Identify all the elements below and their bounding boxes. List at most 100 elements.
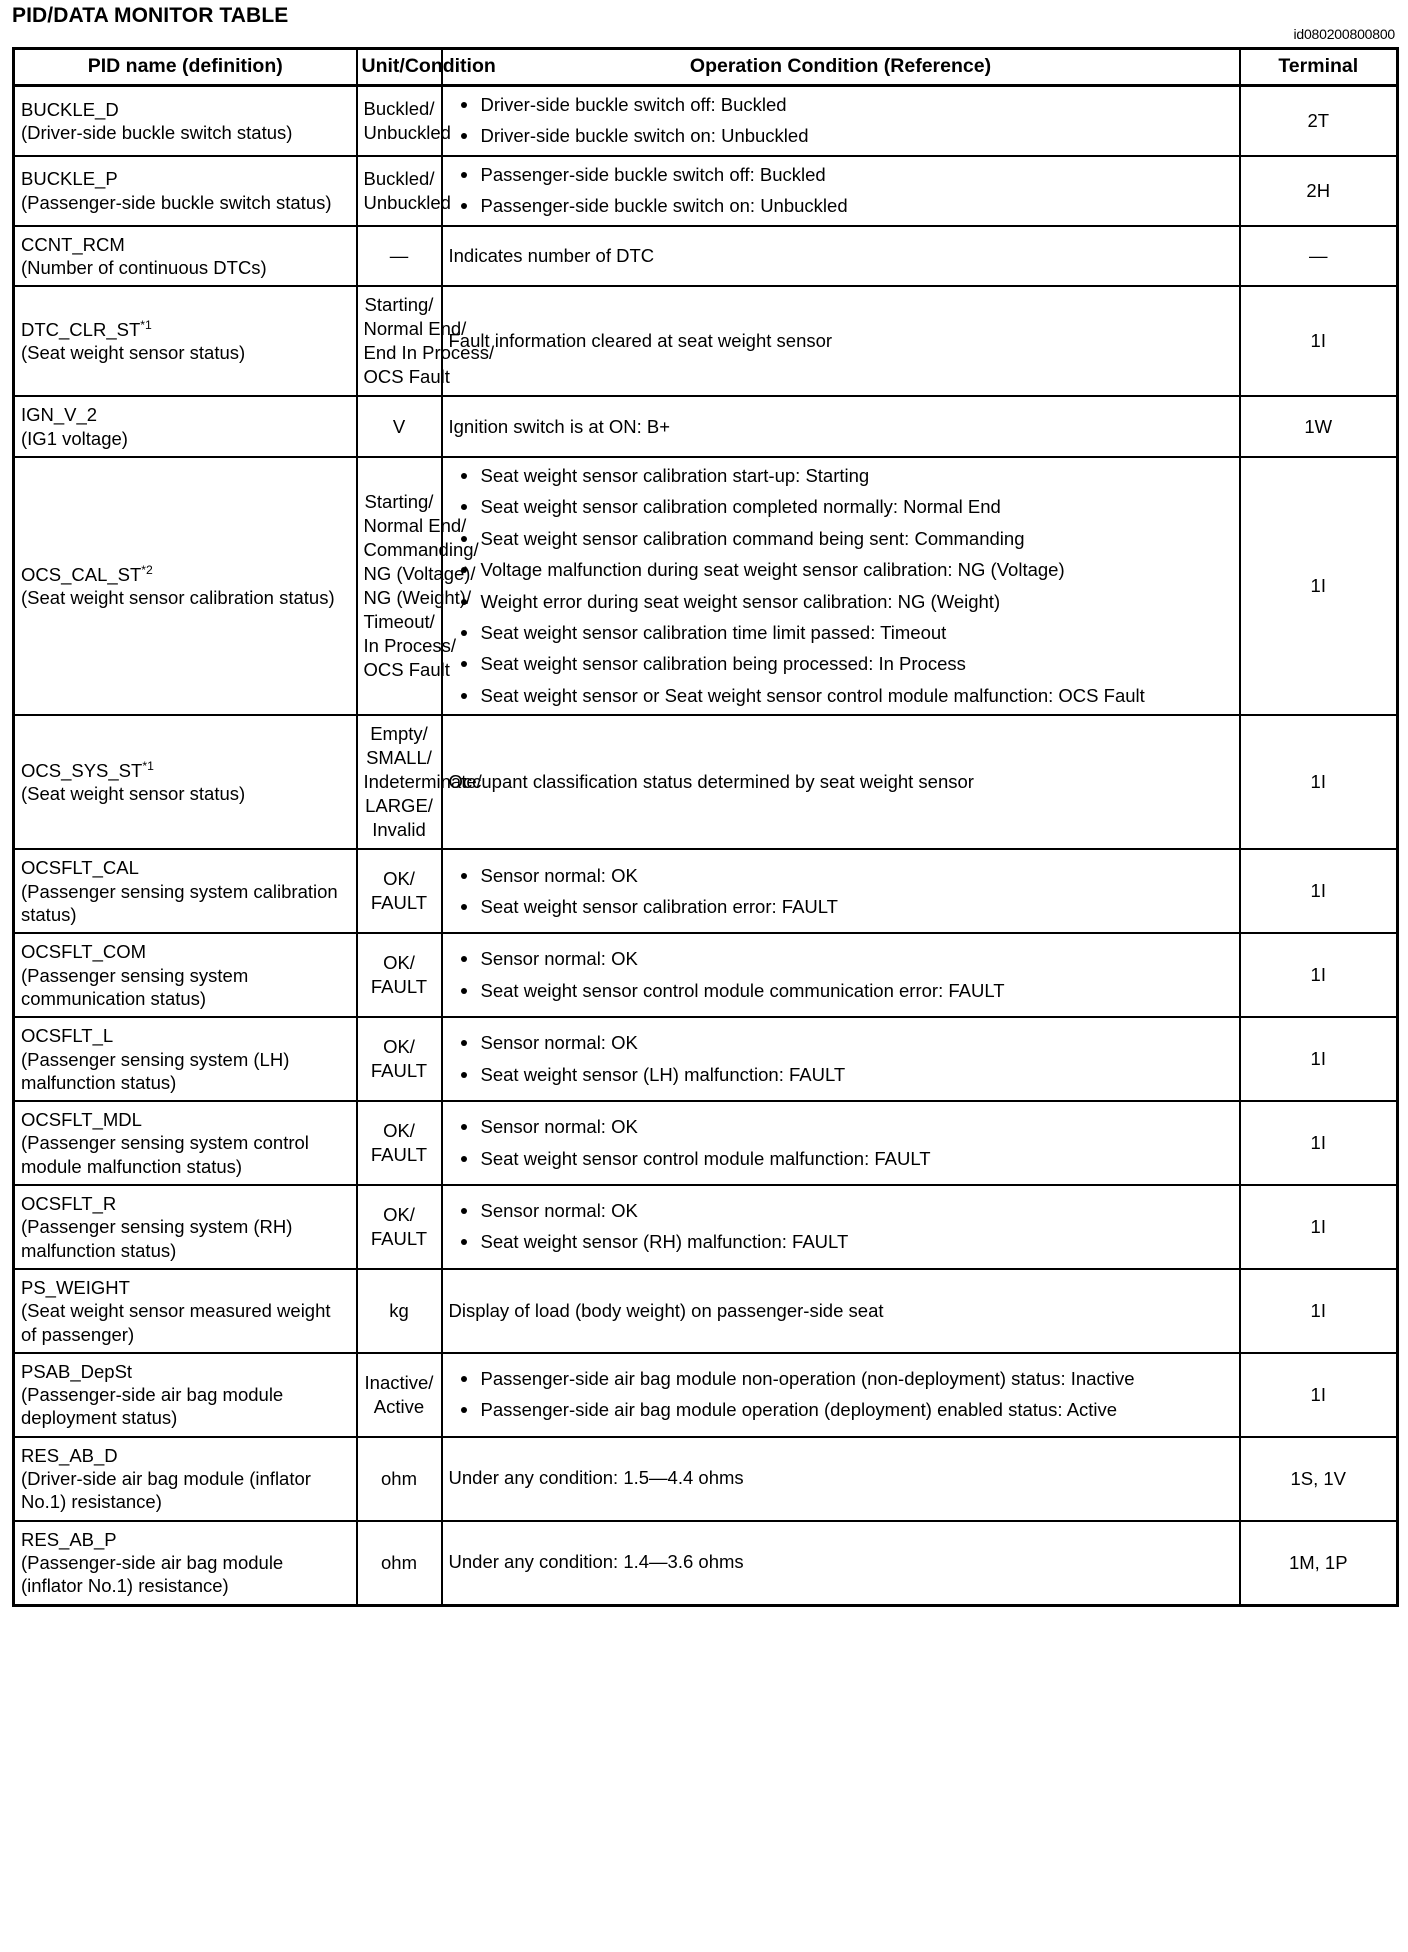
operation-condition-list-item: Sensor normal: OK bbox=[460, 947, 1233, 971]
operation-condition-list-item: Driver-side buckle switch off: Buckled bbox=[460, 93, 1233, 117]
unit-condition-line: Buckled/ bbox=[363, 167, 435, 189]
page-title: PID/DATA MONITOR TABLE bbox=[12, 4, 289, 27]
table-body: BUCKLE_D (Driver-side buckle switch statu… bbox=[12, 84, 1399, 1607]
unit-condition-line: NG (Weight)/ bbox=[363, 587, 472, 609]
operation-condition-list-item: Sensor normal: OK bbox=[460, 1031, 1233, 1055]
pid-name-cell: OCSFLT_R (Passenger sensing system (RH) m… bbox=[12, 1184, 358, 1270]
pid-name-footnote-marker: *2 bbox=[141, 562, 153, 577]
document-id-label: id080200800800 bbox=[1293, 26, 1395, 42]
unit-condition-cell: Buckled/Unbuckled bbox=[355, 84, 451, 157]
operation-condition-text: Under any condition: 1.5—4.4 ohms bbox=[448, 1467, 744, 1489]
pid-name-cell: RES_AB_P (Passenger-side air bag module (… bbox=[12, 1519, 358, 1607]
pid-name-cell: OCSFLT_L (Passenger sensing system (LH) m… bbox=[12, 1016, 358, 1103]
column-header-operation-condition: Operation Condition (Reference) bbox=[440, 47, 1241, 87]
operation-condition-list-item: Sensor normal: OK bbox=[460, 1199, 1233, 1223]
operation-condition-list-item: Seat weight sensor control module commun… bbox=[460, 979, 1233, 1003]
pid-name-cell: RES_AB_D (Driver-side air bag module (inf… bbox=[12, 1435, 358, 1522]
operation-condition-list: Sensor normal: OK Seat weight sensor (LH)… bbox=[449, 1031, 1233, 1087]
unit-condition-line: OCS Fault bbox=[363, 366, 450, 388]
pid-definition-text: (Passenger sensing system calibration st… bbox=[21, 880, 338, 926]
unit-condition-line: ohm bbox=[381, 1551, 417, 1573]
pid-name-text: PS_WEIGHT bbox=[21, 1276, 130, 1298]
unit-condition-line: OK/ bbox=[383, 1120, 415, 1142]
pid-name-text: OCS_CAL_ST*2 bbox=[21, 562, 153, 585]
pid-definition-text: (Passenger-side air bag module deploymen… bbox=[21, 1384, 284, 1429]
unit-condition-line: OK/ bbox=[383, 868, 415, 890]
operation-condition-cell: Driver-side buckle switch off: Buckled Dr… bbox=[440, 84, 1241, 157]
pid-definition-text: (Passenger-side air bag module (inflator… bbox=[21, 1551, 284, 1597]
operation-condition-list: Sensor normal: OK Seat weight sensor (RH)… bbox=[449, 1199, 1233, 1255]
operation-condition-list: Sensor normal: OK Seat weight sensor cali… bbox=[449, 864, 1233, 920]
pid-name-text: RES_AB_D bbox=[21, 1444, 118, 1466]
terminal-cell: 1I bbox=[1238, 1184, 1399, 1270]
table-row: BUCKLE_P (Passenger-side buckle switch st… bbox=[12, 154, 1399, 227]
unit-condition-cell: Buckled/Unbuckled bbox=[355, 154, 451, 227]
pid-name-cell: OCS_CAL_ST*2 (Seat weight sensor calibrat… bbox=[12, 455, 358, 717]
unit-condition-line: Starting/ bbox=[364, 294, 434, 316]
unit-condition-line: Empty/ bbox=[370, 723, 428, 745]
pid-definition-text: (Passenger sensing system (LH) malfuncti… bbox=[21, 1048, 290, 1093]
operation-condition-list-item: Seat weight sensor calibration being pro… bbox=[460, 652, 1233, 676]
pid-name-cell: CCNT_RCM (Number of continuous DTCs) bbox=[12, 224, 358, 288]
pid-definition-text: (Seat weight sensor status) bbox=[21, 783, 246, 805]
pid-name-cell: PSAB_DepSt (Passenger-side air bag module… bbox=[12, 1351, 358, 1438]
operation-condition-list-item: Seat weight sensor control module malfun… bbox=[460, 1147, 1233, 1171]
unit-condition-line: Starting/ bbox=[364, 490, 434, 512]
pid-name-cell: IGN_V_2 (IG1 voltage) bbox=[12, 395, 358, 458]
unit-condition-line: OK/ bbox=[383, 1036, 415, 1058]
unit-condition-line: Normal End/ bbox=[363, 318, 467, 340]
table-row: OCSFLT_MDL (Passenger sensing system cont… bbox=[12, 1100, 1399, 1187]
unit-condition-line: Unbuckled bbox=[363, 191, 451, 213]
unit-condition-line: FAULT bbox=[370, 1060, 428, 1082]
operation-condition-list-item: Passenger-side air bag module non-operat… bbox=[460, 1367, 1233, 1391]
terminal-cell: 1I bbox=[1238, 455, 1399, 717]
operation-condition-list-item: Passenger-side buckle switch off: Buckle… bbox=[460, 163, 1233, 187]
table-row: DTC_CLR_ST*1 (Seat weight sensor status) S… bbox=[12, 285, 1399, 398]
terminal-cell: 1I bbox=[1238, 1267, 1399, 1354]
pid-name-cell: OCSFLT_MDL (Passenger sensing system cont… bbox=[12, 1100, 358, 1187]
operation-condition-text: Ignition switch is at ON: B+ bbox=[448, 415, 671, 437]
terminal-cell: — bbox=[1238, 224, 1399, 288]
operation-condition-list: Seat weight sensor calibration start-up:… bbox=[449, 464, 1233, 708]
pid-definition-text: (Seat weight sensor measured weight of p… bbox=[21, 1300, 331, 1345]
operation-condition-cell: Sensor normal: OK Seat weight sensor cont… bbox=[440, 1100, 1241, 1187]
pid-definition-text: (IG1 voltage) bbox=[21, 427, 128, 449]
unit-condition-cell: ohm bbox=[355, 1519, 443, 1607]
pid-name-cell: BUCKLE_P (Passenger-side buckle switch st… bbox=[12, 154, 358, 227]
pid-name-text: IGN_V_2 bbox=[21, 404, 98, 426]
pid-name-text: OCS_SYS_ST*1 bbox=[21, 758, 154, 782]
terminal-cell: 1I bbox=[1238, 1016, 1399, 1103]
operation-condition-list-item: Weight error during seat weight sensor c… bbox=[460, 590, 1233, 614]
table-row: RES_AB_P (Passenger-side air bag module (… bbox=[12, 1519, 1399, 1607]
table-row: CCNT_RCM (Number of continuous DTCs) — Indi… bbox=[12, 224, 1399, 288]
operation-condition-cell: Passenger-side buckle switch off: Buckle… bbox=[440, 154, 1241, 227]
terminal-cell: 1I bbox=[1238, 932, 1399, 1019]
pid-name-text: BUCKLE_P bbox=[21, 168, 118, 190]
operation-condition-cell: Under any condition: 1.4—3.6 ohms bbox=[440, 1519, 1241, 1607]
operation-condition-text: Under any condition: 1.4—3.6 ohms bbox=[448, 1551, 744, 1573]
pid-name-cell: OCSFLT_COM (Passenger sensing system comm… bbox=[12, 932, 358, 1019]
column-header-unit-condition: Unit/Condition bbox=[355, 47, 496, 87]
pid-definition-text: (Passenger sensing system (RH) malfuncti… bbox=[21, 1216, 293, 1261]
table-row: OCS_SYS_ST*1 (Seat weight sensor status) E… bbox=[12, 714, 1399, 851]
pid-name-footnote-marker: *1 bbox=[142, 758, 154, 773]
operation-condition-list: Driver-side buckle switch off: Buckled Dr… bbox=[449, 93, 1233, 149]
unit-condition-cell: Empty/SMALL/Indeterminate/LARGE/Invalid bbox=[355, 714, 482, 851]
table-header: PID name (definition) Unit/Condition Ope… bbox=[12, 47, 1399, 87]
operation-condition-text: Fault information cleared at seat weight… bbox=[448, 330, 833, 352]
pid-name-footnote-marker: *1 bbox=[140, 317, 152, 332]
table-row: OCSFLT_COM (Passenger sensing system comm… bbox=[12, 932, 1399, 1019]
operation-condition-list: Sensor normal: OK Seat weight sensor cont… bbox=[449, 947, 1233, 1003]
unit-condition-line: Invalid bbox=[372, 819, 426, 841]
unit-condition-line: — bbox=[389, 244, 409, 266]
unit-condition-cell: Inactive/Active bbox=[355, 1351, 443, 1438]
header-row: PID name (definition) Unit/Condition Ope… bbox=[12, 47, 1399, 87]
table-row: OCSFLT_CAL (Passenger sensing system cali… bbox=[12, 848, 1399, 935]
operation-condition-cell: Fault information cleared at seat weight… bbox=[440, 285, 1241, 398]
pid-name-cell: BUCKLE_D (Driver-side buckle switch statu… bbox=[12, 84, 358, 157]
unit-condition-cell: Starting/Normal End/Commanding/NG (Volta… bbox=[355, 455, 479, 717]
operation-condition-list: Passenger-side air bag module non-operat… bbox=[449, 1367, 1233, 1423]
unit-condition-line: FAULT bbox=[370, 1227, 428, 1249]
terminal-cell: 1I bbox=[1238, 714, 1399, 851]
